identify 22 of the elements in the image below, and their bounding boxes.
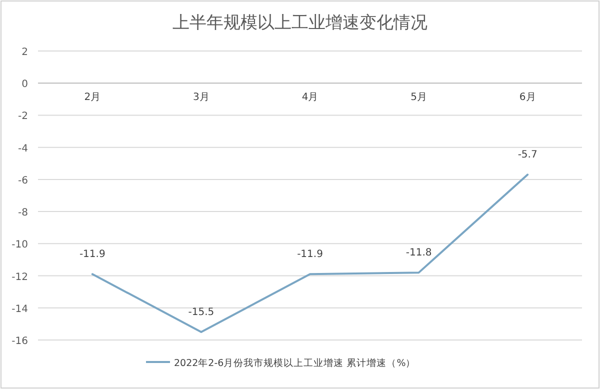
x-tick-label: 5月: [410, 92, 427, 104]
x-tick-label: 4月: [302, 92, 318, 104]
legend-label: 2022年2-6月份我市规模以上工业增速 累计增速（%）: [174, 357, 416, 369]
y-tick-label: -12: [12, 272, 28, 283]
y-tick-label: -6: [18, 175, 28, 186]
y-tick-label: 2: [22, 47, 28, 58]
x-tick-label: 2月: [84, 92, 101, 104]
y-tick-label: -14: [12, 304, 28, 315]
y-tick-label: -4: [18, 143, 28, 154]
y-tick-label: -8: [18, 208, 28, 219]
data-label: -11.9: [79, 249, 106, 260]
y-tick-label: -16: [12, 336, 28, 347]
data-label: -5.7: [518, 150, 538, 161]
y-tick-label: 0: [22, 79, 28, 90]
data-label: -11.9: [297, 249, 323, 260]
data-label: -15.5: [188, 306, 214, 318]
x-tick-label: 3月: [193, 92, 210, 104]
chart-title: 上半年规模以上工业增速变化情况: [172, 13, 428, 33]
x-tick-label: 6月: [519, 92, 536, 104]
y-tick-label: -2: [18, 111, 28, 122]
data-label: -11.8: [406, 248, 432, 259]
y-tick-label: -10: [12, 240, 28, 251]
